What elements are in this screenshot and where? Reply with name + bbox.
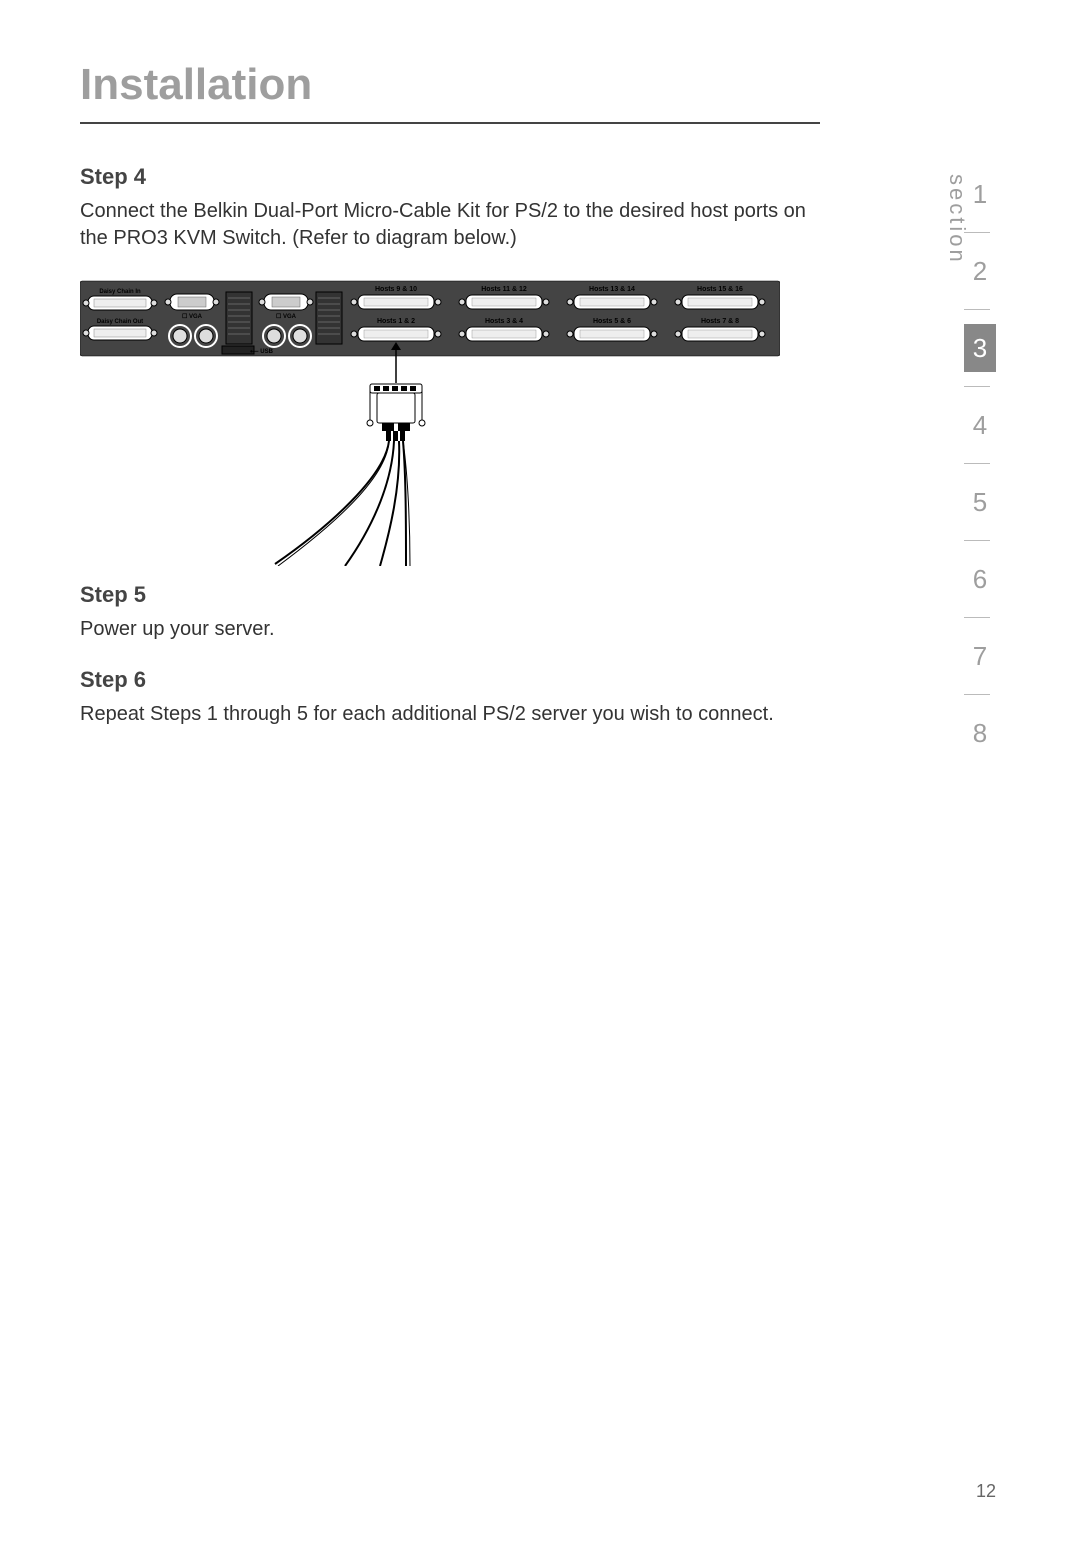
cables (275, 441, 410, 566)
section-nav-separator (964, 540, 990, 541)
host-label: Hosts 11 & 12 (481, 286, 527, 293)
host-label: Hosts 13 & 14 (589, 286, 635, 293)
step-heading: Step 4 (80, 164, 820, 190)
svg-text:☐ VGA: ☐ VGA (182, 313, 203, 320)
section-nav-item-4[interactable]: 4 (964, 401, 996, 449)
host-label: Hosts 15 & 16 (697, 286, 743, 293)
step-4: Step 4 Connect the Belkin Dual-Port Micr… (80, 164, 820, 252)
step-6: Step 6 Repeat Steps 1 through 5 for each… (80, 667, 820, 728)
page-number: 12 (976, 1481, 996, 1502)
host-label: Hosts 3 & 4 (485, 318, 523, 325)
section-nav-item-7[interactable]: 7 (964, 632, 996, 680)
section-nav-item-3[interactable]: 3 (964, 324, 996, 372)
host-label: Hosts 1 & 2 (377, 318, 415, 325)
host-label: Hosts 5 & 6 (593, 318, 631, 325)
vent-icon-2 (316, 292, 342, 344)
section-nav-separator (964, 694, 990, 695)
host-label: Hosts 9 & 10 (375, 286, 417, 293)
section-nav-item-6[interactable]: 6 (964, 555, 996, 603)
section-nav-separator (964, 617, 990, 618)
section-nav-separator (964, 386, 990, 387)
daisy-in-port (83, 296, 157, 310)
daisy-out-port (83, 326, 157, 340)
step-body: Repeat Steps 1 through 5 for each additi… (80, 701, 820, 728)
page-title: Installation (80, 60, 1000, 110)
section-nav-item-2[interactable]: 2 (964, 247, 996, 295)
step-5: Step 5 Power up your server. (80, 582, 820, 643)
step-body: Connect the Belkin Dual-Port Micro-Cable… (80, 198, 820, 252)
svg-text:⟵ USB: ⟵ USB (250, 348, 274, 355)
step-heading: Step 6 (80, 667, 820, 693)
section-nav-item-5[interactable]: 5 (964, 478, 996, 526)
main-content: Step 4 Connect the Belkin Dual-Port Micr… (80, 164, 820, 728)
svg-text:☐ VGA: ☐ VGA (276, 313, 297, 320)
section-nav-separator (964, 309, 990, 310)
title-rule (80, 122, 820, 124)
kvm-diagram: Daisy Chain In Daisy Chain Out (80, 276, 780, 566)
step-heading: Step 5 (80, 582, 820, 608)
cable-connector (367, 384, 425, 441)
step-body: Power up your server. (80, 616, 820, 643)
vent-icon (226, 292, 252, 344)
section-nav: section 12345678 (950, 170, 1010, 771)
section-nav-separator (964, 463, 990, 464)
host-label: Hosts 7 & 8 (701, 318, 739, 325)
daisy-out-label: Daisy Chain Out (97, 319, 143, 325)
daisy-in-label: Daisy Chain In (99, 289, 141, 295)
section-nav-item-8[interactable]: 8 (964, 709, 996, 757)
section-nav-item-1[interactable]: 1 (964, 170, 996, 218)
